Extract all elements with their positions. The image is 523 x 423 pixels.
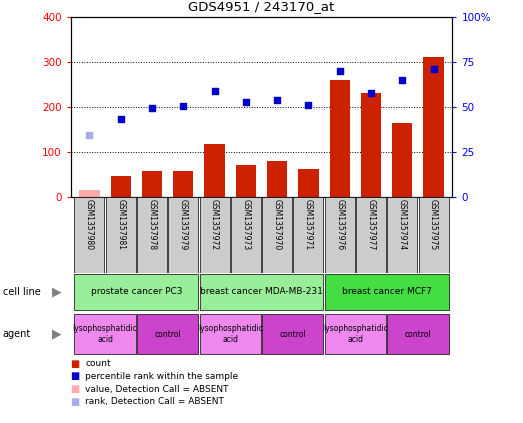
Text: GSM1357977: GSM1357977 <box>367 199 376 250</box>
Bar <box>418 197 449 273</box>
Text: GSM1357976: GSM1357976 <box>335 199 344 250</box>
Point <box>429 65 438 72</box>
Bar <box>298 169 319 197</box>
Bar <box>74 314 135 354</box>
Text: ■: ■ <box>71 359 80 369</box>
Text: ■: ■ <box>71 397 80 407</box>
Bar <box>361 93 381 197</box>
Bar <box>200 197 230 273</box>
Point <box>304 102 313 108</box>
Text: prostate cancer PC3: prostate cancer PC3 <box>90 287 182 297</box>
Bar <box>106 197 135 273</box>
Bar <box>325 274 449 310</box>
Text: cell line: cell line <box>3 287 40 297</box>
Bar <box>137 197 167 273</box>
Point <box>148 104 156 111</box>
Text: GSM1357972: GSM1357972 <box>210 199 219 250</box>
Text: GSM1357975: GSM1357975 <box>429 199 438 250</box>
Text: control: control <box>405 330 431 339</box>
Point <box>398 77 406 83</box>
Text: agent: agent <box>3 329 31 339</box>
Bar <box>137 314 198 354</box>
Bar <box>388 314 449 354</box>
Bar <box>392 123 413 197</box>
Bar <box>236 165 256 197</box>
Text: lysophosphatidic
acid: lysophosphatidic acid <box>323 324 388 344</box>
Bar <box>262 314 323 354</box>
Bar <box>325 314 386 354</box>
Bar <box>329 80 350 197</box>
Bar <box>293 197 323 273</box>
Text: ■: ■ <box>71 371 80 382</box>
Bar <box>110 176 131 197</box>
Bar <box>173 171 194 197</box>
Text: breast cancer MDA-MB-231: breast cancer MDA-MB-231 <box>200 287 323 297</box>
Text: control: control <box>279 330 306 339</box>
Point <box>210 88 219 94</box>
Text: GSM1357979: GSM1357979 <box>179 199 188 250</box>
Bar <box>200 314 261 354</box>
Text: lysophosphatidic
acid: lysophosphatidic acid <box>73 324 138 344</box>
Bar <box>74 197 105 273</box>
Text: percentile rank within the sample: percentile rank within the sample <box>85 372 238 381</box>
Bar <box>200 274 323 310</box>
Bar <box>231 197 261 273</box>
Text: control: control <box>154 330 181 339</box>
Text: value, Detection Call = ABSENT: value, Detection Call = ABSENT <box>85 385 229 394</box>
Bar <box>356 197 386 273</box>
Bar <box>204 144 225 197</box>
Text: ▶: ▶ <box>52 286 61 298</box>
Point <box>273 96 281 103</box>
Text: lysophosphatidic
acid: lysophosphatidic acid <box>198 324 263 344</box>
Bar <box>424 58 444 197</box>
Point <box>85 131 94 138</box>
Text: count: count <box>85 359 111 368</box>
Text: rank, Detection Call = ABSENT: rank, Detection Call = ABSENT <box>85 397 224 407</box>
Bar <box>388 197 417 273</box>
Bar <box>325 197 355 273</box>
Text: GSM1357973: GSM1357973 <box>241 199 251 250</box>
Text: GSM1357978: GSM1357978 <box>147 199 156 250</box>
Title: GDS4951 / 243170_at: GDS4951 / 243170_at <box>188 0 335 13</box>
Text: GSM1357980: GSM1357980 <box>85 199 94 250</box>
Bar <box>74 274 198 310</box>
Point <box>336 68 344 74</box>
Text: GSM1357970: GSM1357970 <box>272 199 282 250</box>
Text: GSM1357981: GSM1357981 <box>116 199 125 250</box>
Bar <box>262 197 292 273</box>
Text: GSM1357971: GSM1357971 <box>304 199 313 250</box>
Point <box>179 102 187 109</box>
Text: breast cancer MCF7: breast cancer MCF7 <box>342 287 431 297</box>
Bar <box>168 197 198 273</box>
Text: GSM1357974: GSM1357974 <box>398 199 407 250</box>
Bar <box>79 190 99 197</box>
Text: ■: ■ <box>71 384 80 394</box>
Text: ▶: ▶ <box>52 328 61 341</box>
Bar <box>142 170 162 197</box>
Point <box>242 99 250 106</box>
Point <box>117 116 125 123</box>
Bar <box>267 161 287 197</box>
Point <box>367 90 375 97</box>
